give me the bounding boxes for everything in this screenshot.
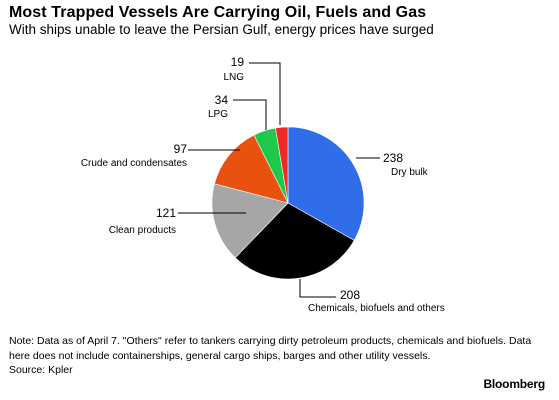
slice-name-label: Crude and condensates bbox=[81, 158, 187, 169]
slice-name-label: LPG bbox=[208, 109, 228, 120]
chart-subtitle: With ships unable to leave the Persian G… bbox=[9, 22, 434, 37]
pie-slice-lng bbox=[275, 126, 289, 204]
leader-line bbox=[299, 279, 336, 298]
slice-value-label: 34 bbox=[215, 93, 229, 107]
pie-slice-clean-products bbox=[211, 183, 289, 259]
chart-note: Note: Data as of April 7. "Others" refer… bbox=[9, 334, 554, 378]
slice-value-label: 208 bbox=[340, 288, 360, 302]
pie-slice-crude-and-condensates bbox=[214, 134, 289, 204]
slice-value-label: 97 bbox=[174, 142, 188, 156]
pie-slice-dry-bulk bbox=[287, 126, 365, 241]
slice-name-label: Chemicals, biofuels and others bbox=[308, 303, 445, 314]
slice-value-label: 238 bbox=[383, 151, 403, 165]
pie-slices bbox=[211, 126, 365, 280]
bloomberg-logo: Bloomberg bbox=[483, 377, 545, 391]
pie-slice-chemicals-biofuels-and-others bbox=[234, 202, 355, 280]
chart-title: Most Trapped Vessels Are Carrying Oil, F… bbox=[9, 4, 427, 21]
note-text: Note: Data as of April 7. "Others" refer… bbox=[9, 335, 532, 362]
slice-value-label: 19 bbox=[231, 55, 245, 69]
slice-name-label: LNG bbox=[223, 72, 244, 83]
leader-line bbox=[249, 62, 281, 125]
slice-name-label: Dry bulk bbox=[391, 167, 429, 178]
leader-lines bbox=[178, 62, 380, 298]
slice-name-label: Clean products bbox=[109, 225, 176, 236]
slice-value-label: 121 bbox=[156, 206, 176, 220]
leader-line bbox=[233, 99, 267, 130]
source-text: Source: Kpler bbox=[9, 364, 73, 376]
